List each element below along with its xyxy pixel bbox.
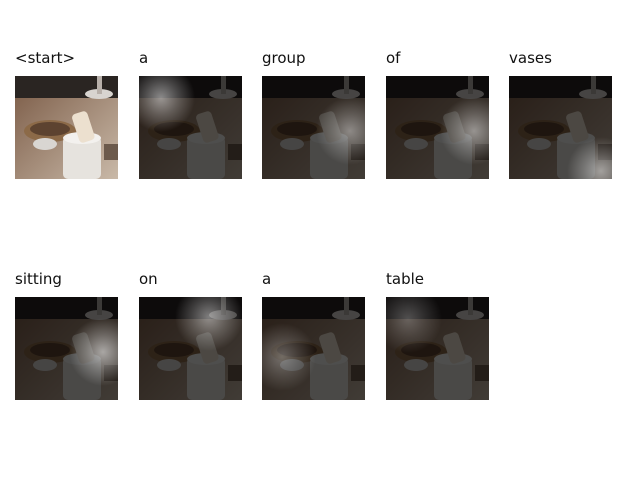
caption-word: vases: [509, 49, 552, 67]
attention-image: [15, 76, 118, 179]
caption-word: table: [386, 270, 424, 288]
attention-hotspot: [139, 76, 195, 132]
attention-image: [139, 76, 242, 179]
caption-word: sitting: [15, 270, 62, 288]
caption-word: <start>: [15, 49, 76, 67]
attention-image: [262, 76, 365, 179]
attention-image: [386, 76, 489, 179]
attention-image: [386, 297, 489, 400]
caption-word: on: [139, 270, 158, 288]
attention-image: [509, 76, 612, 179]
attention-hotspot: [386, 297, 442, 353]
attention-hotspot: [262, 323, 316, 391]
attention-image: [15, 297, 118, 400]
attention-hotspot: [440, 97, 489, 165]
attention-hotspot: [69, 318, 118, 386]
attention-image: [139, 297, 242, 400]
caption-word: a: [262, 270, 272, 288]
attention-hotspot: [316, 97, 365, 165]
attention-image: [262, 297, 365, 400]
caption-word: of: [386, 49, 401, 67]
caption-word: a: [139, 49, 149, 67]
attention-hotspot: [567, 137, 612, 179]
attention-hotspot: [175, 297, 242, 351]
caption-word: group: [262, 49, 306, 67]
